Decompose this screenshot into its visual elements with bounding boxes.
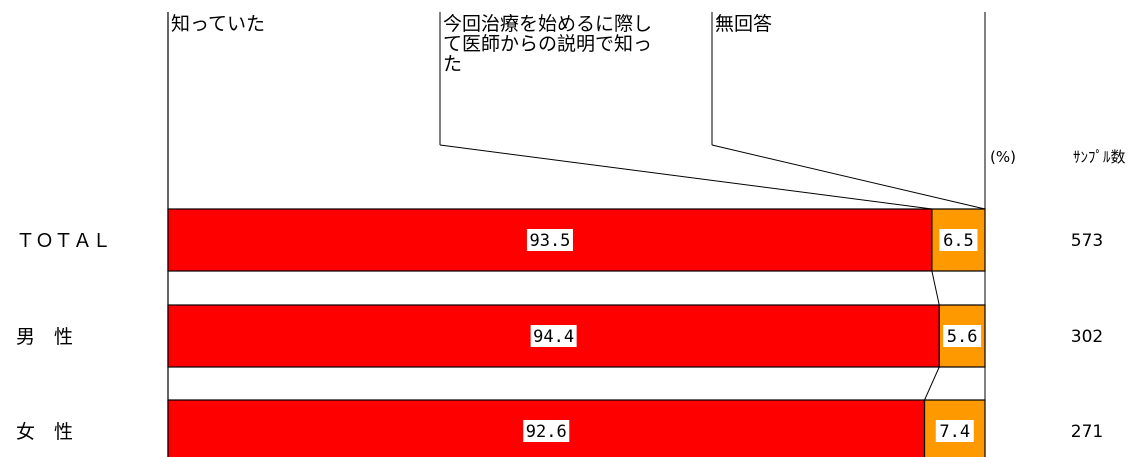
- bar-segment: [167, 304, 940, 368]
- value-label-box: [943, 325, 982, 347]
- category-label: ＴＯＴＡＬ: [16, 230, 111, 252]
- value-label: 5.6: [947, 327, 978, 347]
- value-label: 7.4: [939, 422, 970, 442]
- legend-label-line: 知っていた: [171, 13, 265, 35]
- series-connector-line: [931, 270, 940, 306]
- category-labels: ＴＯＴＡＬ 573 男 性 302 女 性 271: [16, 230, 1103, 443]
- legend-label-line: て医師からの説明で知っ: [443, 33, 652, 55]
- value-label-box: [939, 229, 978, 251]
- sample-count-header: ｻﾝﾌﾟﾙ数: [1073, 148, 1126, 166]
- category-label: 男 性: [16, 326, 73, 348]
- sample-count: 271: [1071, 422, 1103, 442]
- value-label: 6.5: [943, 231, 974, 251]
- legend-label: 無回答: [715, 13, 772, 35]
- legend-label: 今回治療を始めるに際して医師からの説明で知った: [443, 13, 652, 75]
- legend-label: 知っていた: [171, 13, 265, 35]
- value-label: 93.5: [529, 231, 570, 251]
- unit-label: (%): [990, 148, 1016, 166]
- value-label-box: [530, 325, 577, 347]
- sample-count: 573: [1071, 231, 1103, 251]
- value-label: 92.6: [526, 422, 567, 442]
- legend: 知っていた 今回治療を始めるに際して医師からの説明で知った 無回答: [167, 12, 986, 457]
- legend-connector-line: [439, 144, 932, 210]
- legend-connector-line: [711, 144, 986, 210]
- sample-count: 302: [1071, 327, 1103, 347]
- category-label: 女 性: [16, 421, 73, 443]
- value-label-box: [526, 229, 573, 251]
- legend-label-line: た: [443, 53, 462, 75]
- value-label-box: [935, 420, 974, 442]
- value-label: 94.4: [533, 327, 574, 347]
- bars: 93.5 6.5 94.4 5.6 92.6 7.4: [167, 208, 986, 457]
- legend-label-line: 今回治療を始めるに際し: [443, 13, 652, 35]
- legend-label-line: 無回答: [715, 13, 772, 35]
- value-label-box: [523, 420, 570, 442]
- series-connector-line: [924, 366, 940, 401]
